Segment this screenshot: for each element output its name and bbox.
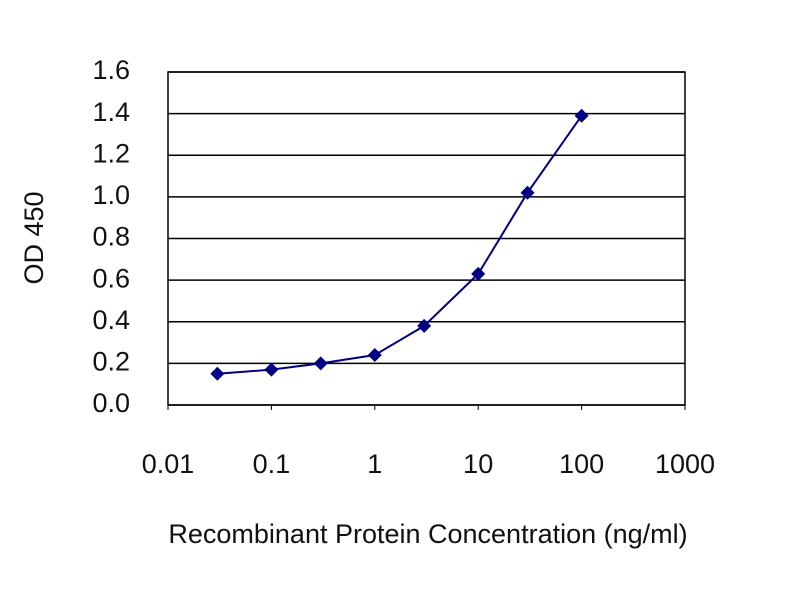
- data-point: [574, 108, 589, 123]
- x-tick-label: 1: [367, 449, 382, 479]
- y-tick-label: 0.4: [92, 305, 130, 335]
- data-point: [367, 348, 382, 363]
- x-tick-label: 0.01: [142, 449, 195, 479]
- data-point: [471, 266, 486, 281]
- y-tick-label: 0.6: [92, 263, 130, 293]
- y-tick-label: 0.2: [92, 347, 130, 377]
- x-tick-label: 1000: [655, 449, 715, 479]
- plot-frame: [167, 71, 686, 406]
- data-line: [217, 115, 583, 375]
- x-tick-label: 0.1: [253, 449, 291, 479]
- y-axis-label: OD 450: [19, 191, 49, 284]
- x-axis-label: Recombinant Protein Concentration (ng/ml…: [168, 519, 687, 549]
- x-tick-label: 100: [559, 449, 604, 479]
- data-point: [313, 356, 328, 371]
- y-tick-label: 1.2: [92, 138, 130, 168]
- data-point: [417, 318, 432, 333]
- data-point: [264, 362, 279, 377]
- y-tick-label: 1.0: [92, 180, 130, 210]
- y-tick-label: 0.0: [92, 388, 130, 418]
- y-tick-label: 0.8: [92, 222, 130, 252]
- x-tick-label: 10: [463, 449, 493, 479]
- data-point: [520, 185, 535, 200]
- y-tick-label: 1.6: [92, 55, 130, 85]
- data-point: [210, 366, 225, 381]
- y-tick-label: 1.4: [92, 97, 130, 127]
